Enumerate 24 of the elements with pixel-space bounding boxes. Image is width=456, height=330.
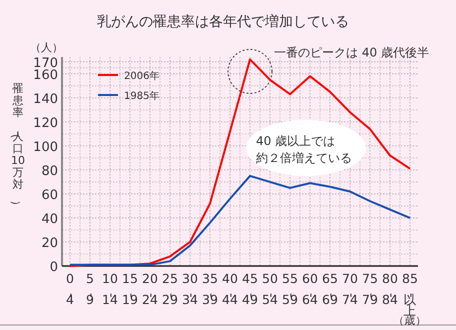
text: （人）	[30, 41, 63, 54]
legend-label: 1985年	[124, 90, 160, 102]
chart-title: 乳がんの罹患率は各年代で増加している	[97, 13, 349, 30]
y-tick-label: 40	[41, 212, 58, 227]
line-series	[69, 174, 411, 266]
x-tick-label: 50-54	[262, 271, 280, 307]
y-tick-label: 60	[41, 188, 58, 203]
x-tick-label: 80-84	[382, 271, 400, 307]
annotation: 40 歳以上では約２倍増えている	[256, 134, 352, 165]
y-tick-label: 140	[33, 92, 58, 107]
x-tick-label: 40-44	[222, 271, 240, 307]
line-series	[69, 58, 411, 267]
x-tick-label: 30-34	[182, 271, 200, 307]
y-tick-label: 20	[41, 236, 58, 251]
y-tick-label: 0	[50, 260, 58, 275]
y-tick-label: 120	[33, 116, 58, 131]
legend-label: 2006年	[124, 70, 160, 82]
x-tick-label: 10-14	[102, 271, 120, 307]
y-tick-label: 100	[33, 140, 58, 155]
x-tick-label: 20-24	[142, 271, 160, 307]
y-tick-label: 80	[41, 164, 58, 179]
annotation: 一番のピークは 40 歳代後半	[274, 45, 429, 60]
x-tick-label: 60-64	[302, 271, 320, 307]
x-tick-label: 70-74	[342, 271, 360, 307]
